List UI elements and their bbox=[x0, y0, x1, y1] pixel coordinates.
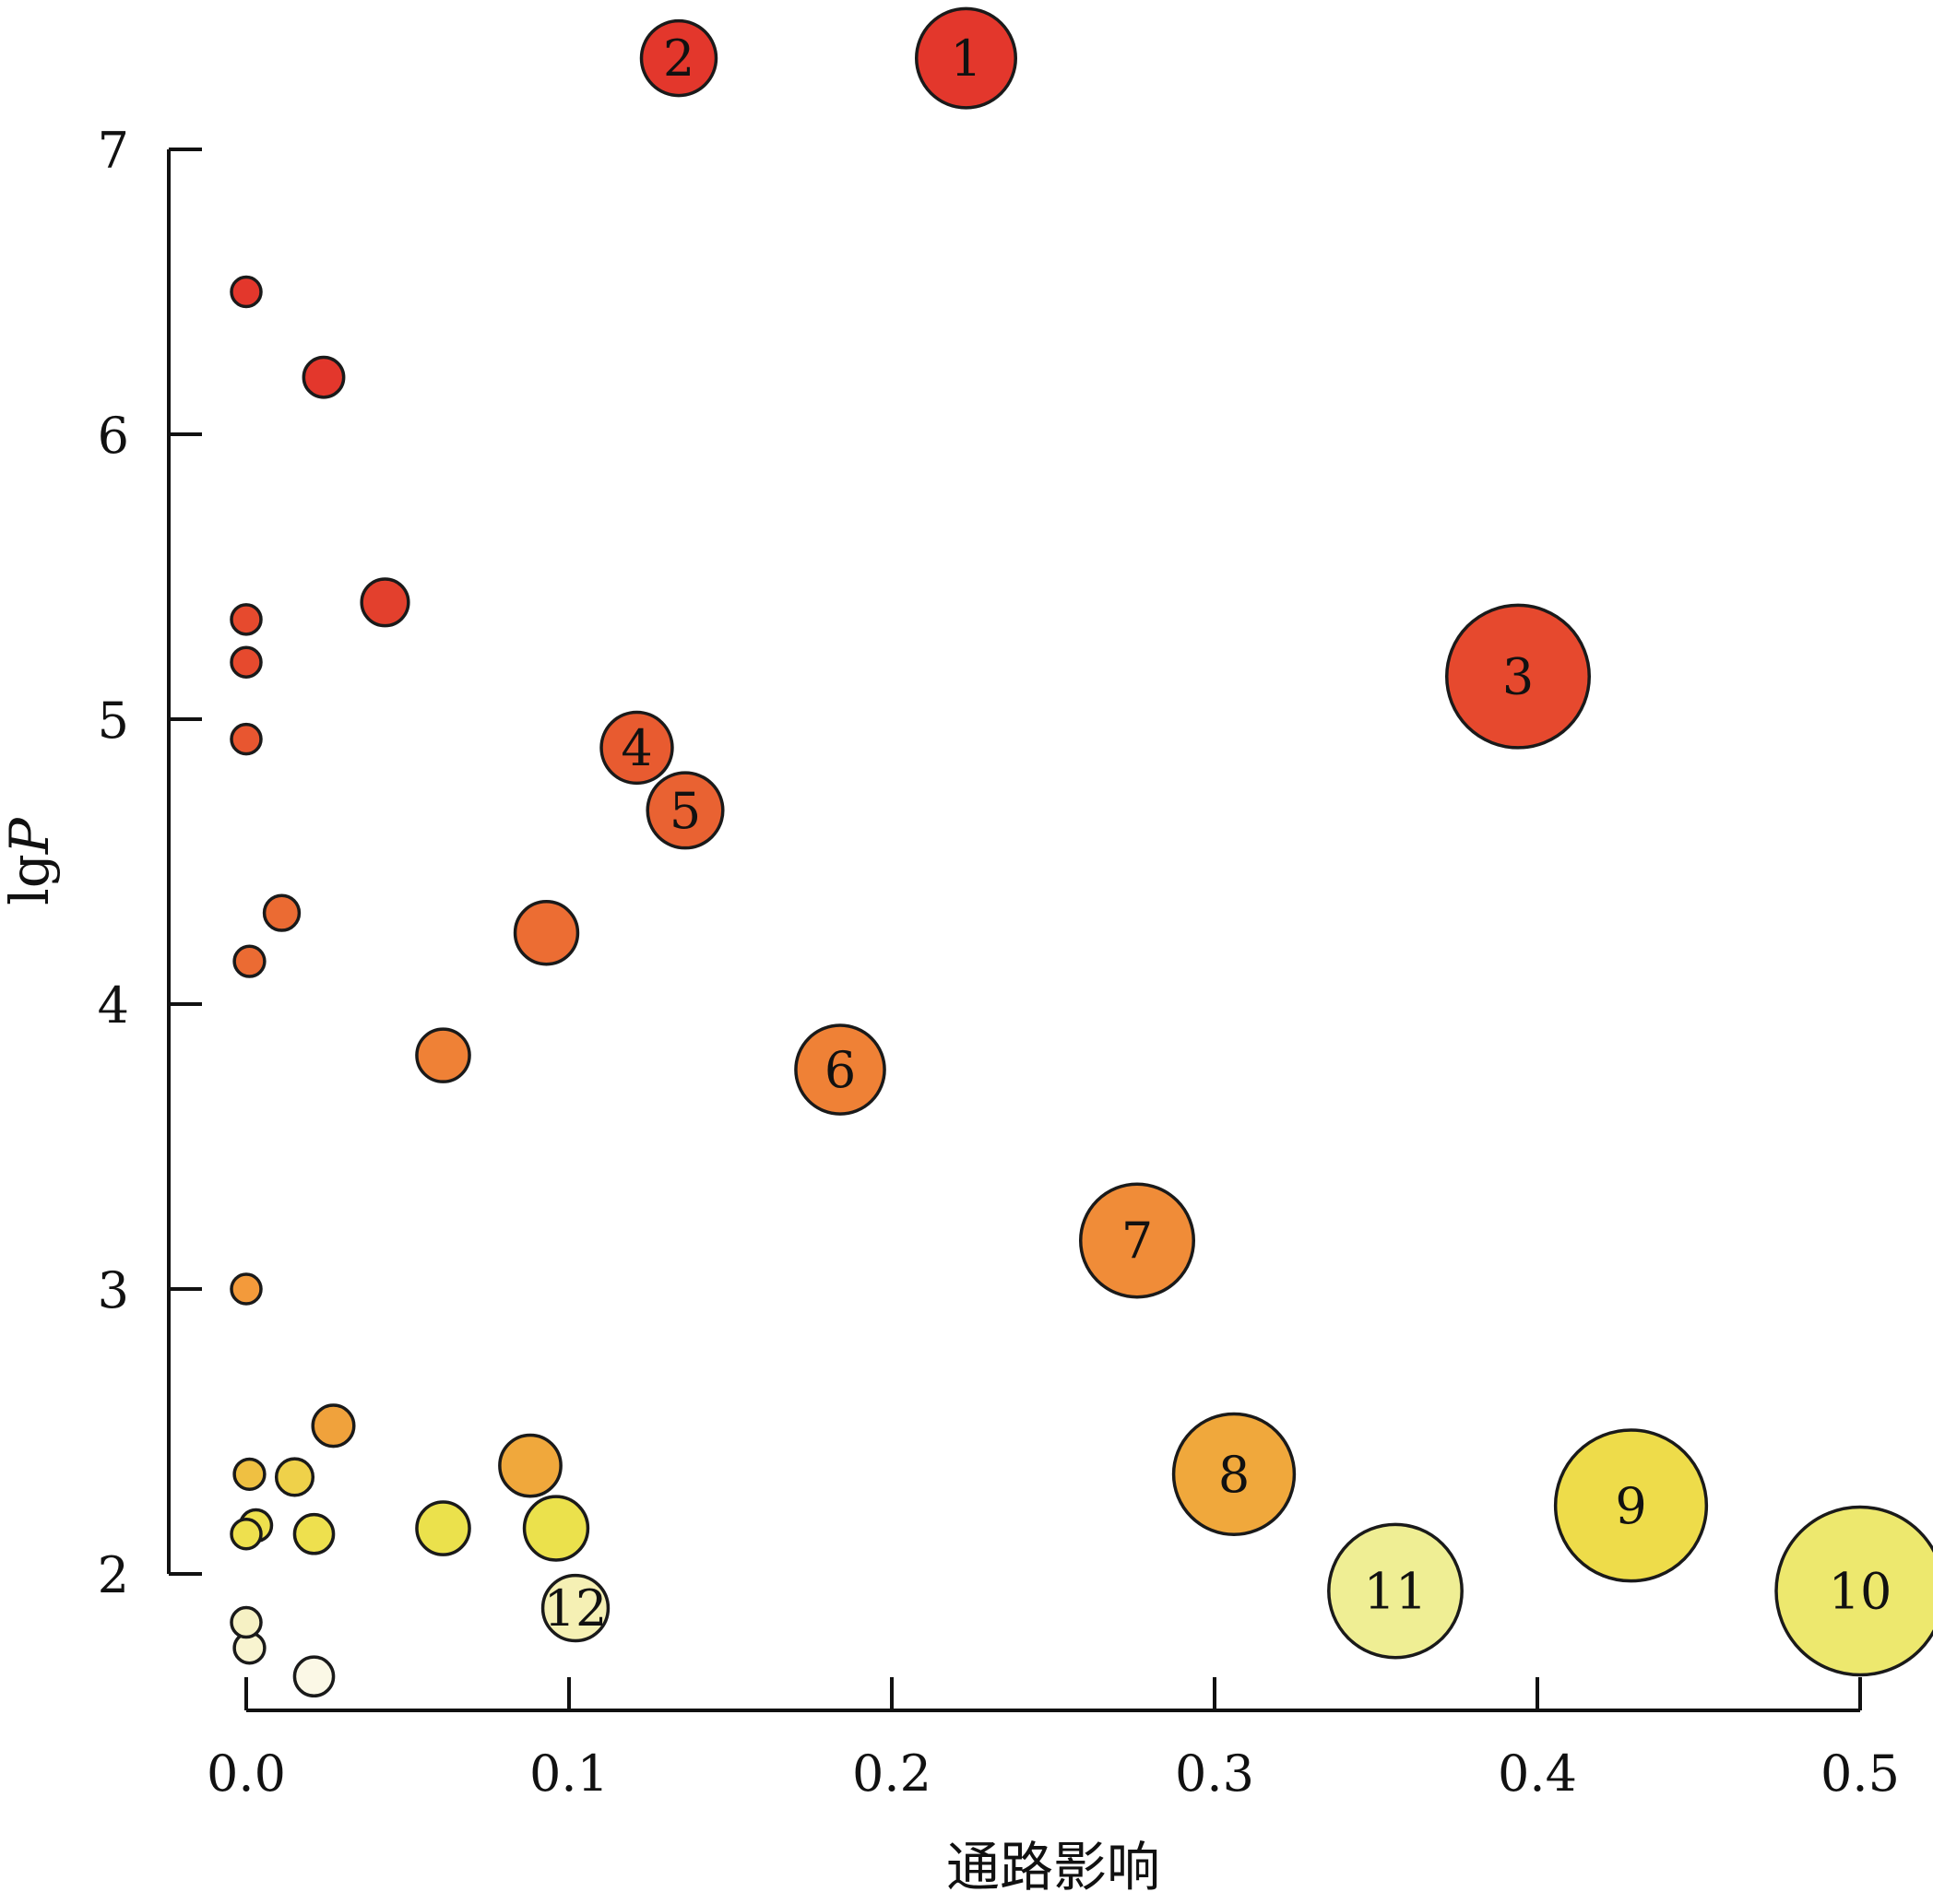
bubble bbox=[914, 6, 1018, 110]
bubble bbox=[262, 893, 302, 932]
x-ticks: 0.0 0.1 0.2 0.3 0.4 0.5 bbox=[207, 1677, 1900, 1803]
bubble-label: 7 bbox=[1121, 1212, 1153, 1270]
bubble-label: 1 bbox=[950, 30, 981, 88]
bubble bbox=[1444, 603, 1592, 750]
y-tick-label: 3 bbox=[98, 1261, 129, 1319]
bubble bbox=[415, 1500, 471, 1556]
x-tick-label: 0.5 bbox=[1820, 1744, 1900, 1803]
bubble-label: 11 bbox=[1364, 1563, 1428, 1621]
bubble bbox=[230, 1517, 263, 1551]
x-tick-label: 0.3 bbox=[1175, 1744, 1254, 1803]
bubble bbox=[230, 722, 263, 756]
bubble bbox=[646, 771, 725, 850]
x-tick-label: 0.4 bbox=[1498, 1744, 1577, 1803]
bubble bbox=[230, 603, 263, 636]
bubble bbox=[292, 1512, 336, 1555]
bubble-label: 12 bbox=[544, 1579, 608, 1638]
bubbles: 10 9 3 11 8 7 1 6 5 2 4 12 bbox=[230, 6, 1933, 1698]
bubble-label: 3 bbox=[1502, 648, 1534, 706]
bubble-label: 10 bbox=[1829, 1563, 1892, 1621]
bubble bbox=[1327, 1522, 1464, 1660]
bubble-label: 5 bbox=[670, 782, 701, 840]
x-axis-title: 通路影响 bbox=[946, 1836, 1160, 1898]
bubble bbox=[639, 18, 718, 98]
bubble bbox=[794, 1023, 886, 1116]
bubble bbox=[498, 1433, 563, 1498]
bubble bbox=[232, 1457, 267, 1491]
bubble bbox=[1171, 1412, 1297, 1537]
bubble bbox=[311, 1403, 356, 1449]
bubble bbox=[1078, 1182, 1196, 1299]
y-tick-label: 4 bbox=[98, 976, 129, 1035]
bubble bbox=[230, 275, 263, 309]
bubble bbox=[274, 1457, 315, 1497]
y-ticks: 2 3 4 5 6 7 bbox=[98, 122, 202, 1604]
bubble bbox=[522, 1495, 590, 1562]
bubble bbox=[360, 577, 410, 628]
bubble bbox=[1553, 1428, 1709, 1583]
x-tick-label: 0.1 bbox=[529, 1744, 609, 1803]
bubble-label: 9 bbox=[1615, 1477, 1646, 1535]
y-tick-label: 7 bbox=[98, 122, 129, 180]
bubble bbox=[513, 900, 580, 966]
y-axis-title: lgP bbox=[0, 817, 61, 905]
bubble bbox=[230, 645, 263, 679]
bubble-label: 6 bbox=[824, 1041, 856, 1099]
bubble bbox=[540, 1573, 611, 1643]
x-tick-label: 0.2 bbox=[852, 1744, 931, 1803]
y-tick-label: 6 bbox=[98, 407, 129, 465]
bubble bbox=[599, 710, 674, 786]
bubble-label: 8 bbox=[1218, 1446, 1250, 1504]
bubble bbox=[302, 355, 346, 399]
bubble bbox=[292, 1655, 336, 1698]
y-tick-label: 5 bbox=[98, 692, 129, 750]
bubble bbox=[415, 1027, 471, 1083]
x-tick-label: 0.0 bbox=[207, 1744, 286, 1803]
bubble bbox=[1774, 1505, 1933, 1677]
y-tick-label: 2 bbox=[98, 1546, 129, 1604]
bubble-label: 2 bbox=[663, 30, 694, 88]
bubble bbox=[230, 1605, 263, 1639]
bubble bbox=[230, 1272, 263, 1306]
bubble bbox=[232, 944, 267, 978]
bubble-label: 4 bbox=[621, 719, 652, 777]
